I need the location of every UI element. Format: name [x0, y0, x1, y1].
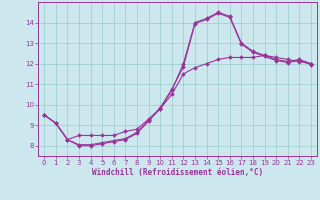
- X-axis label: Windchill (Refroidissement éolien,°C): Windchill (Refroidissement éolien,°C): [92, 168, 263, 177]
